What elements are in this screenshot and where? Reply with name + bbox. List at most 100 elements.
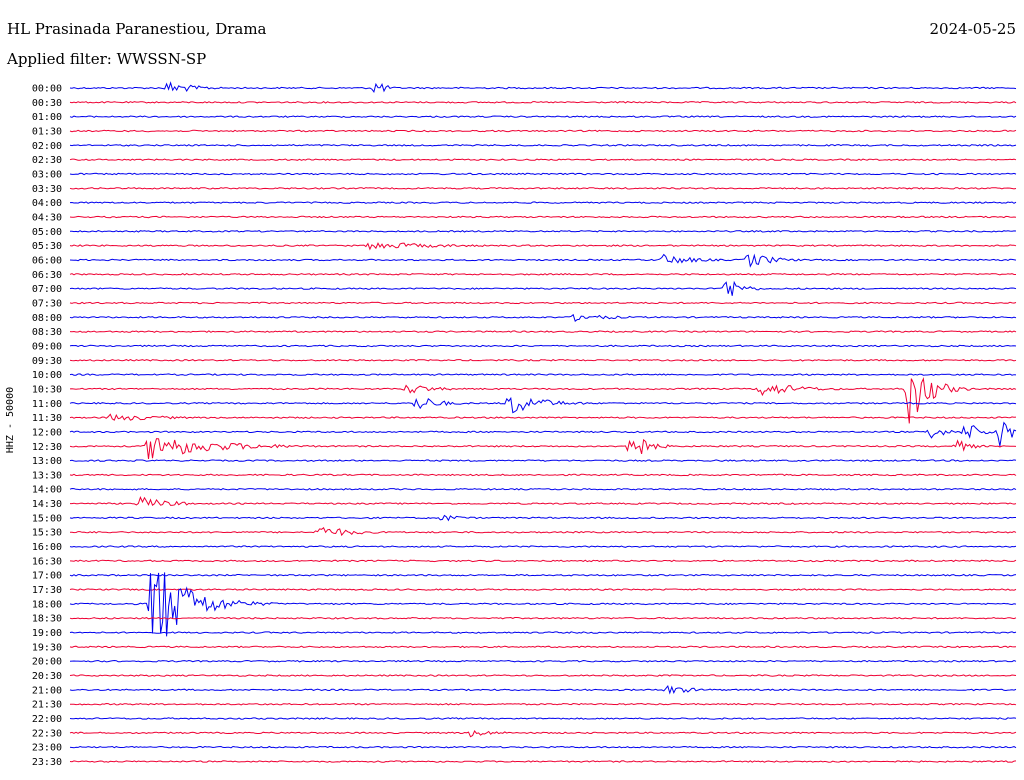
trace-line <box>69 373 1017 376</box>
record-date: 2024-05-25 <box>929 20 1016 38</box>
trace-line <box>69 573 1017 577</box>
row-time-label: 11:00 <box>32 399 62 410</box>
row-time-label: 15:30 <box>32 528 62 539</box>
row-time-label: 04:00 <box>32 198 62 209</box>
row-time-label: 20:00 <box>32 657 62 668</box>
trace-line <box>69 129 1017 133</box>
row-time-label: 09:30 <box>32 356 62 367</box>
trace-line <box>69 745 1017 749</box>
row-time-label: 21:30 <box>32 700 62 711</box>
row-time-label: 13:30 <box>32 470 62 481</box>
row-time-label: 18:00 <box>32 599 62 610</box>
row-time-label: 11:30 <box>32 413 62 424</box>
trace-line <box>69 396 1017 414</box>
trace-line <box>69 674 1017 677</box>
row-time-label: 17:30 <box>32 585 62 596</box>
trace-line <box>69 588 1017 591</box>
row-time-label: 08:00 <box>32 313 62 324</box>
filter-label: Applied filter: WWSSN-SP <box>7 50 207 68</box>
trace-line <box>69 659 1017 663</box>
row-time-label: 16:00 <box>32 542 62 553</box>
row-time-label: 15:00 <box>32 513 62 524</box>
row-time-label: 19:00 <box>32 628 62 639</box>
trace-line <box>69 81 1017 94</box>
row-time-label: 22:30 <box>32 728 62 739</box>
trace-line <box>69 172 1017 176</box>
trace-line <box>70 496 1017 506</box>
trace-line <box>69 685 1017 695</box>
row-time-label: 10:30 <box>32 384 62 395</box>
row-time-label: 16:30 <box>32 556 62 567</box>
row-time-label: 03:00 <box>32 169 62 180</box>
row-time-label: 01:30 <box>32 126 62 137</box>
trace-line <box>69 527 1017 537</box>
row-time-label: 04:30 <box>32 212 62 223</box>
row-time-label: 21:00 <box>32 685 62 696</box>
row-time-label: 03:30 <box>32 184 62 195</box>
row-time-label: 18:30 <box>32 614 62 625</box>
station-title: HL Prasinada Paranestiou, Drama <box>7 20 267 38</box>
trace-line <box>69 301 1017 305</box>
row-time-label: 13:00 <box>32 456 62 467</box>
trace-line <box>69 702 1017 706</box>
row-time-label: 14:30 <box>32 499 62 510</box>
trace-line <box>69 273 1016 276</box>
row-time-label: 23:30 <box>32 757 62 768</box>
trace-line <box>69 100 1017 104</box>
row-time-label: 05:00 <box>32 227 62 238</box>
row-time-label: 02:30 <box>32 155 62 166</box>
trace-line <box>69 359 1017 362</box>
trace-line <box>69 144 1017 147</box>
trace-line <box>69 717 1017 720</box>
trace-line <box>69 187 1017 190</box>
row-time-label: 22:00 <box>32 714 62 725</box>
row-time-label: 14:00 <box>32 485 62 496</box>
row-time-label: 09:00 <box>32 341 62 352</box>
trace-line <box>69 376 1017 424</box>
trace-rows: 00:00 00:30 01:00 01:30 02:00 02:30 03:00 03:30… <box>32 81 1017 768</box>
trace-line <box>69 760 1017 763</box>
row-time-label: 10:00 <box>32 370 62 381</box>
trace-line <box>69 545 1017 548</box>
trace-line <box>69 201 1017 204</box>
row-time-label: 00:00 <box>32 84 62 95</box>
trace-line <box>69 514 1016 522</box>
trace-line <box>69 330 1017 333</box>
row-time-label: 17:00 <box>32 571 62 582</box>
trace-line <box>69 645 1017 649</box>
row-time-label: 08:30 <box>32 327 62 338</box>
trace-line <box>69 215 1017 219</box>
row-time-label: 06:00 <box>32 255 62 266</box>
trace-line <box>69 616 1017 620</box>
trace-line <box>69 473 1017 477</box>
trace-line <box>69 459 1017 462</box>
trace-line <box>69 313 1017 323</box>
row-time-label: 07:30 <box>32 298 62 309</box>
trace-line <box>69 631 1017 634</box>
trace-line <box>69 438 1017 459</box>
trace-line <box>69 280 1017 296</box>
row-time-label: 19:30 <box>32 642 62 653</box>
trace-line <box>69 572 1017 637</box>
row-time-label: 01:00 <box>32 112 62 123</box>
trace-line <box>70 230 1017 233</box>
channel-label: HHZ - 50000 <box>5 387 16 453</box>
trace-line <box>69 413 1017 421</box>
row-time-label: 12:30 <box>32 442 62 453</box>
row-time-label: 20:30 <box>32 671 62 682</box>
trace-line <box>69 559 1017 563</box>
channel-label-box: HHZ - 50000 <box>5 387 16 453</box>
trace-line <box>69 242 1017 251</box>
trace-line <box>69 487 1017 491</box>
trace-line <box>69 730 1017 738</box>
row-time-label: 12:00 <box>32 427 62 438</box>
row-time-label: 23:00 <box>32 743 62 754</box>
row-time-label: 07:00 <box>32 284 62 295</box>
row-time-label: 00:30 <box>32 98 62 109</box>
trace-line <box>69 115 1017 118</box>
row-time-label: 02:00 <box>32 141 62 152</box>
row-time-label: 06:30 <box>32 270 62 281</box>
trace-line <box>69 253 1017 268</box>
trace-line <box>69 158 1017 161</box>
